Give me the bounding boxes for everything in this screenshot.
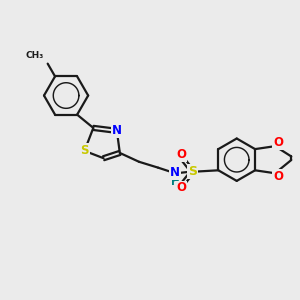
Text: N: N: [170, 167, 180, 179]
Text: H: H: [170, 177, 179, 188]
Text: S: S: [80, 144, 89, 158]
Text: S: S: [188, 165, 197, 178]
Text: CH₃: CH₃: [26, 51, 44, 60]
Text: O: O: [273, 170, 283, 183]
Text: O: O: [176, 182, 186, 194]
Text: O: O: [176, 148, 186, 161]
Text: O: O: [273, 136, 283, 149]
Text: N: N: [112, 124, 122, 137]
